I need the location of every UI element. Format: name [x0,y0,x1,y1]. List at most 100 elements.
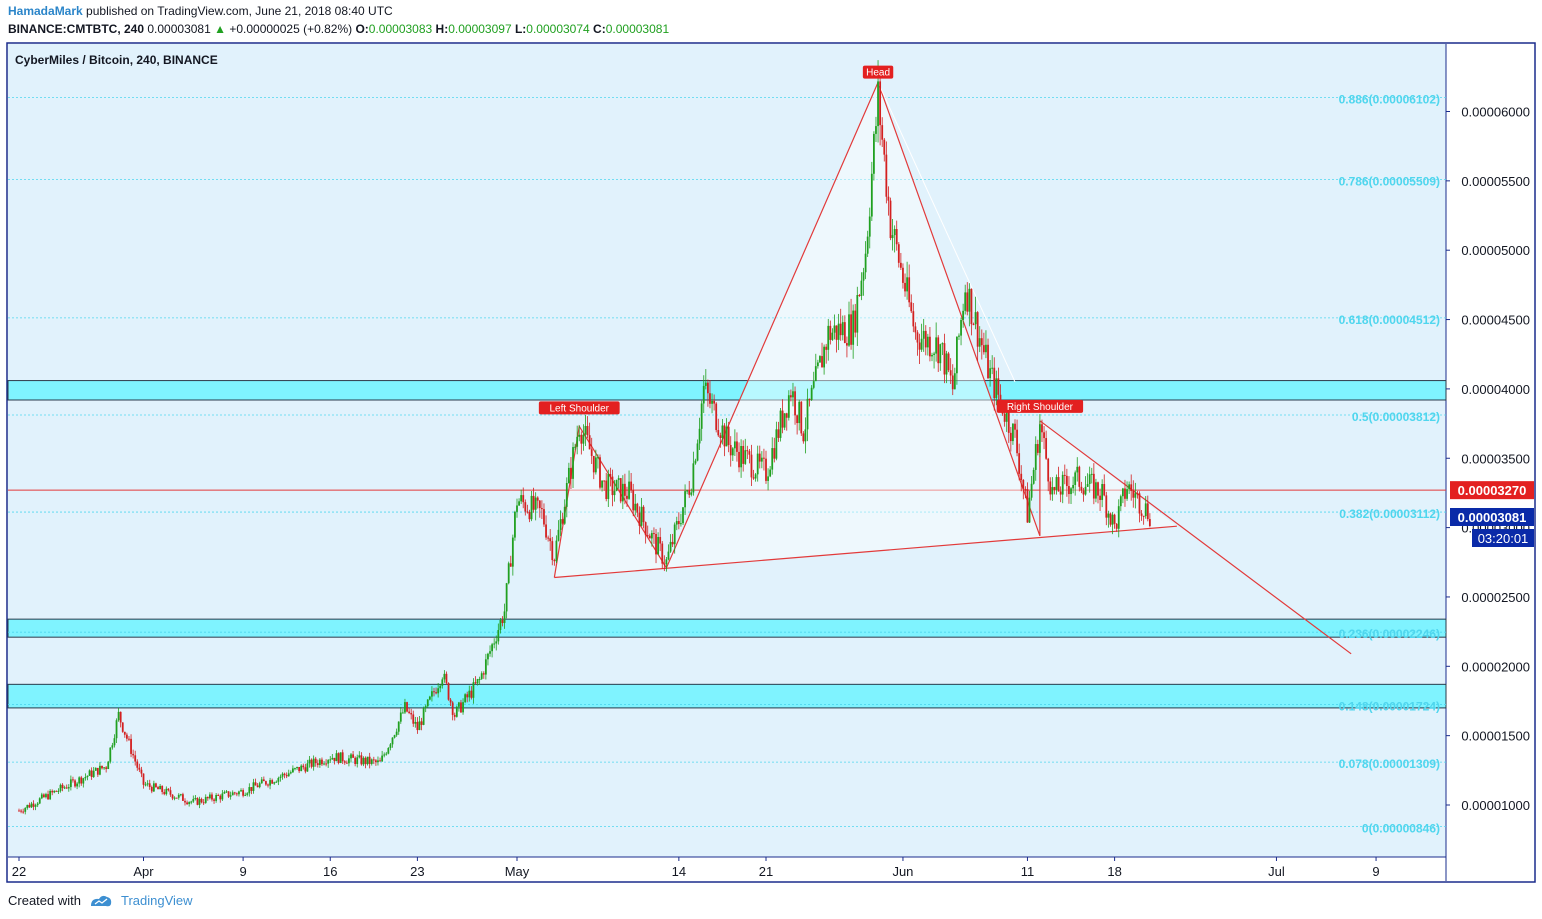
candle-body [711,400,713,404]
candle-body [43,794,45,798]
candle-body [864,253,867,273]
candle-body [607,474,610,499]
x-tick-label: 11 [1021,864,1035,879]
candle-body [980,338,983,346]
candle-body [567,467,570,484]
last-price: 0.00003081 [147,22,211,36]
candle-body [455,706,458,717]
candle-body [1051,487,1054,495]
candle-body [238,791,240,795]
candle-body [47,794,49,800]
candle-body [1003,413,1006,422]
candle-body [572,447,574,479]
candle-body [395,731,398,736]
candle-body [1124,488,1126,499]
candle-body [428,696,431,700]
candle-body [684,491,686,508]
candle-body [478,678,481,680]
candle-body [904,282,906,292]
candle-body [673,524,676,545]
candle-body [665,559,668,565]
candle-body [414,721,417,724]
candle-body [103,767,105,769]
candle-body [605,480,608,499]
candle-body [1039,424,1041,453]
candle-body [1082,490,1085,495]
candle-body [808,398,811,400]
candle-body [1084,486,1087,495]
candle-body [458,702,460,707]
candle-body [760,457,763,462]
candle-body [59,784,62,791]
candle-body [422,708,425,725]
candle-body [356,757,359,765]
candle-body [522,495,525,503]
candle-body [491,644,493,652]
candle-body [229,795,232,797]
candle-body [792,391,794,398]
candle-body [819,356,821,363]
candle-body [1061,474,1064,495]
last-price-tag [1450,508,1534,526]
candle-body [787,395,790,418]
candle-body [1146,503,1149,520]
candle-body [470,690,473,698]
candle-body [912,311,915,327]
author-link[interactable]: HamadaMark [8,4,83,18]
annotation-box [862,65,894,79]
candle-body [941,343,944,345]
candle-body [109,747,112,762]
candle-body [36,803,39,806]
tradingview-link[interactable]: TradingView [120,893,193,908]
candle-body [383,754,386,756]
candle-body [634,503,637,511]
candle-body [285,774,288,777]
candle-body [835,325,838,340]
candle-body [318,759,321,766]
time-axis[interactable]: 22 Apr 9 16 23 May 14 21 Jun 11 18 Jul 9 [12,857,1380,879]
candle-body [576,436,579,447]
candle-body [1086,483,1089,487]
candle-body [922,330,925,339]
candle-body [1059,491,1062,495]
candle-body [667,551,670,560]
publish-info: published on TradingView.com, June 21, 2… [86,4,393,18]
candle-body [619,478,622,502]
candle-body [312,758,315,767]
candle-body [343,761,346,763]
candle-body [837,323,840,340]
candle-body [663,563,666,565]
candle-body [949,370,952,376]
candle-body [1128,484,1131,490]
candle-body [592,455,595,473]
candle-body [352,754,354,758]
candle-body [873,133,875,174]
candle-body [410,712,413,715]
fib-label: 0.618(0.00004512) [1339,313,1440,327]
x-tick-label: 9 [1372,864,1379,879]
candle-body [267,784,269,786]
candle-body [194,797,197,799]
candle-body [536,497,539,501]
candle-body [447,683,450,700]
candle-body [1109,513,1112,525]
fib-label: 0.886(0.00006102) [1339,92,1440,106]
candle-body [570,467,572,479]
candle-body [480,673,483,679]
candle-body [798,401,801,424]
candle-body [273,782,276,784]
high-value: 0.00003097 [448,22,512,36]
x-tick-label: Jul [1268,864,1285,879]
candle-body [1036,444,1039,453]
candle-body [935,337,938,354]
plot-area[interactable] [8,44,1446,857]
candle-body [287,773,290,777]
candle-body [518,501,520,506]
candle-body [1070,488,1072,495]
candle-body [802,433,805,442]
candle-body [441,679,444,686]
candle-body [964,292,967,311]
candle-body [175,797,178,799]
pattern-annotations: Head Left Shoulder Right Shoulder [538,65,1084,415]
